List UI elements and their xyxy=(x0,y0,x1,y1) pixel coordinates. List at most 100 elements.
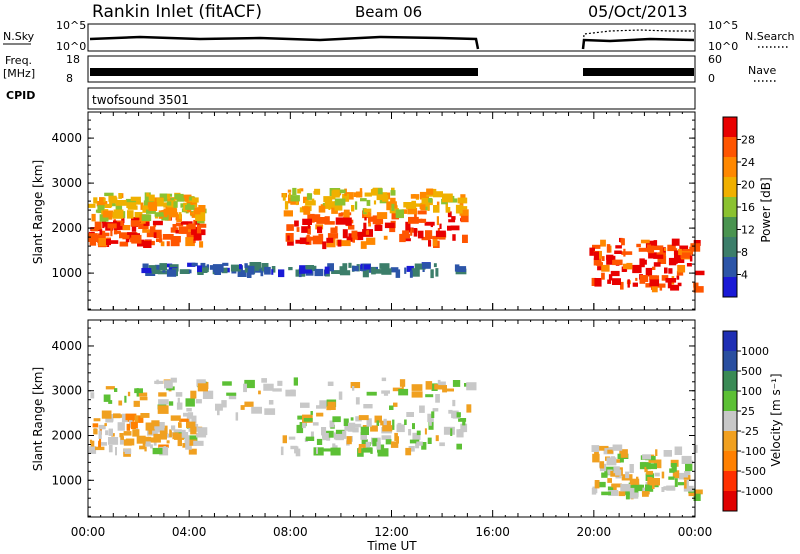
echo-cell xyxy=(193,207,201,215)
echo-cell xyxy=(98,440,101,448)
echo-cell xyxy=(154,424,165,431)
echo-cell xyxy=(221,400,227,408)
echo-cell xyxy=(600,239,606,247)
echo-cell xyxy=(141,214,152,221)
echo-cell xyxy=(626,262,633,270)
echo-cell xyxy=(312,422,319,426)
cpid-label: CPID xyxy=(6,89,35,102)
echo-cell xyxy=(98,442,107,446)
echo-cell xyxy=(406,412,414,417)
echo-cell xyxy=(391,187,395,191)
echo-cell xyxy=(360,241,367,249)
echo-cell xyxy=(299,265,306,274)
echo-cell xyxy=(108,400,113,404)
echo-cell xyxy=(646,244,651,252)
echo-cell xyxy=(264,408,276,415)
echo-cell xyxy=(640,259,647,265)
y-tick-label: 3000 xyxy=(51,176,82,190)
echo-cell xyxy=(322,433,329,439)
echo-cell xyxy=(653,254,664,259)
echo-cell xyxy=(226,267,230,273)
echo-cell xyxy=(327,263,334,272)
echo-cell xyxy=(123,448,128,452)
echo-cell xyxy=(119,241,129,247)
echo-cell xyxy=(101,210,104,215)
echo-cell xyxy=(452,234,456,241)
echo-cell xyxy=(334,201,343,211)
echo-cell xyxy=(156,379,159,385)
echo-cell xyxy=(118,400,123,406)
echo-cell xyxy=(174,193,184,199)
echo-cell xyxy=(149,226,156,235)
echo-cell xyxy=(197,269,204,275)
echo-cell xyxy=(686,263,692,267)
echo-cell xyxy=(460,215,469,223)
echo-cell xyxy=(149,240,155,246)
echo-cell xyxy=(314,188,321,195)
echo-cell xyxy=(641,491,650,495)
echo-cell xyxy=(663,450,672,457)
echo-cell xyxy=(433,205,440,213)
echo-cell xyxy=(620,449,628,458)
echo-cell xyxy=(592,244,601,249)
echo-cell xyxy=(612,259,623,266)
echo-cell xyxy=(362,269,369,278)
echo-cell xyxy=(118,193,122,199)
echo-cell xyxy=(153,433,163,440)
colorbar-swatch xyxy=(723,277,737,298)
colorbar-swatch xyxy=(723,351,737,372)
colorbar-swatch xyxy=(723,197,737,218)
echo-cell xyxy=(665,278,677,283)
echo-cell xyxy=(382,425,393,432)
echo-cell xyxy=(126,423,130,431)
power-colorbar-label: Power [dB] xyxy=(759,177,773,242)
echo-cell xyxy=(139,445,146,450)
echo-cell xyxy=(343,209,350,218)
echo-cell xyxy=(645,267,653,277)
echo-cell xyxy=(131,234,142,244)
echo-cell xyxy=(130,196,141,201)
echo-cell xyxy=(177,439,182,447)
echo-cell xyxy=(282,193,286,201)
echo-cell xyxy=(179,418,189,422)
echo-cell xyxy=(694,270,705,276)
echo-cell xyxy=(345,192,354,200)
echo-cell xyxy=(145,441,151,447)
echo-cell xyxy=(91,228,99,232)
echo-cell xyxy=(351,230,358,238)
colorbar-swatch xyxy=(723,257,737,278)
echo-cell xyxy=(148,202,158,211)
colorbar-tick-label: -100 xyxy=(741,445,766,458)
echo-cell xyxy=(307,222,311,229)
echo-cell xyxy=(348,224,355,230)
echo-cell xyxy=(337,239,342,247)
echo-cell xyxy=(366,237,376,245)
echo-cell xyxy=(104,232,110,237)
echo-cell xyxy=(136,388,139,397)
echo-cell xyxy=(324,216,330,222)
echo-cell xyxy=(186,232,192,236)
echo-cell xyxy=(404,419,407,425)
echo-cell xyxy=(226,392,237,396)
echo-cell xyxy=(90,440,95,447)
echo-cell xyxy=(346,236,353,242)
echo-cell xyxy=(114,222,121,231)
colorbar-tick-label: 16 xyxy=(741,201,755,214)
echo-cell xyxy=(693,286,704,293)
echo-cell xyxy=(627,279,630,288)
echo-cell xyxy=(376,192,388,201)
echo-cell xyxy=(193,239,196,244)
echo-cell xyxy=(439,442,445,447)
echo-cell xyxy=(271,266,276,273)
echo-cell xyxy=(263,383,274,391)
echo-cell xyxy=(370,447,373,454)
echo-cell xyxy=(335,429,345,436)
echo-cell xyxy=(435,268,439,277)
echo-cell xyxy=(404,267,407,274)
echo-cell xyxy=(629,464,634,473)
echo-cell xyxy=(346,436,352,445)
echo-cell xyxy=(196,433,207,438)
echo-cell xyxy=(452,195,455,200)
echo-cell xyxy=(651,245,661,250)
echo-cell xyxy=(215,403,223,411)
